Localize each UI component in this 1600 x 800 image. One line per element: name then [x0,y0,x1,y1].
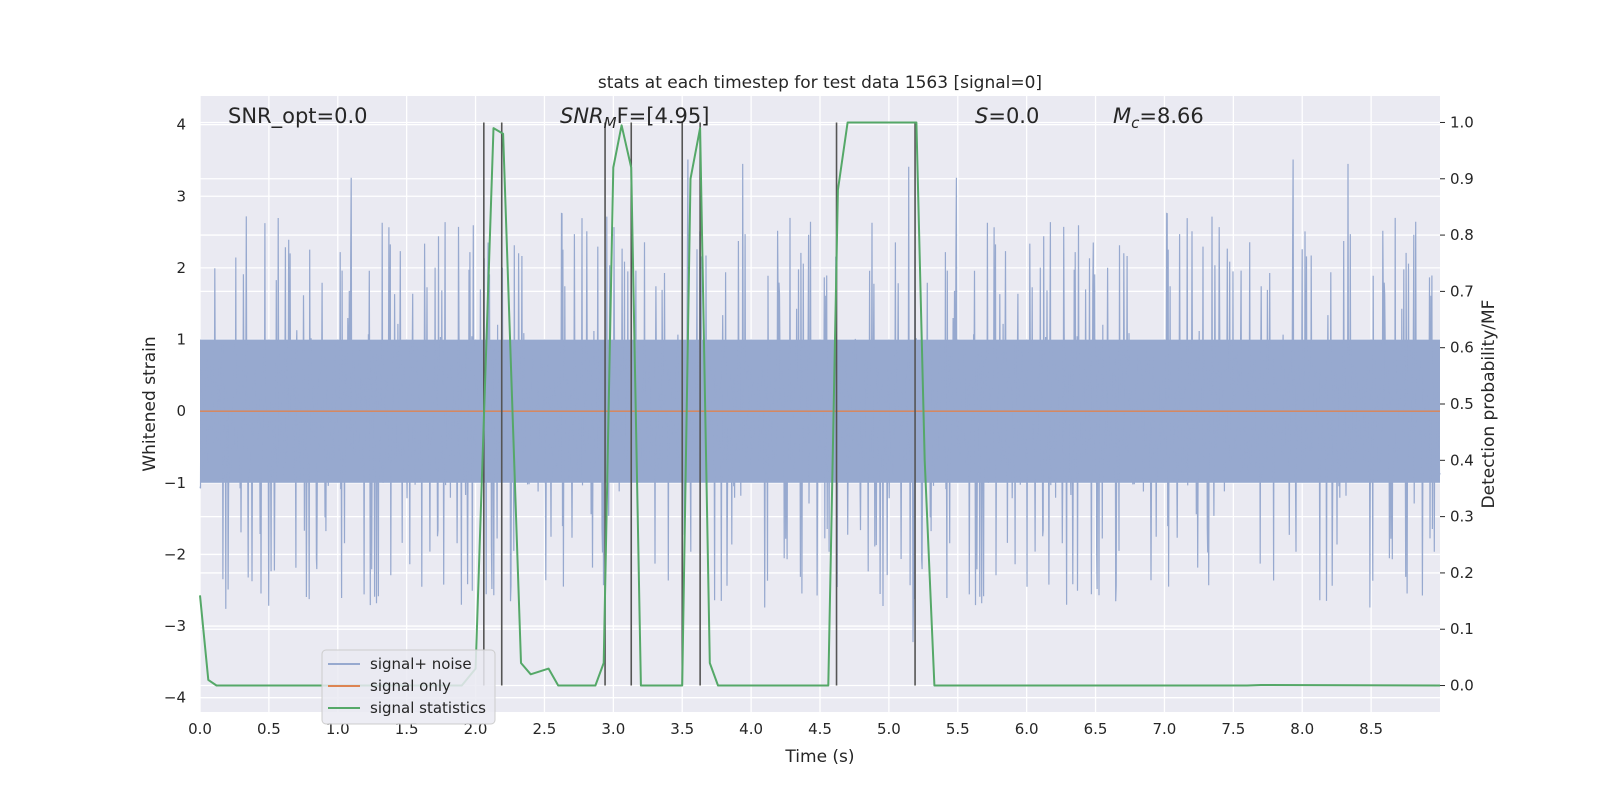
legend-box [321,649,496,725]
annotation-mc: Mc=8.66 [1113,104,1204,132]
y-tick-label-right: 0.3 [1450,508,1474,526]
y-tick-label-right: 1.0 [1450,113,1474,131]
y-tick-label-right: 0.7 [1450,282,1474,300]
y-tick-label-right: 0.8 [1450,226,1474,244]
x-tick-label: 8.0 [1290,720,1314,738]
legend-label-signal-only: signal only [370,677,451,695]
annotation-s-rest: =0.0 [988,104,1039,128]
x-tick-label: 7.5 [1221,720,1245,738]
annotation-mc-rest: =8.66 [1139,104,1203,128]
y-tick-label-left: 0 [176,402,186,420]
annotation-snr-mf-rest: F=[4.95] [617,104,710,128]
y-axis-label-right: Detection probability/MF [1479,300,1499,509]
annotation-mc-sub: c [1131,114,1140,132]
y-tick-label-left: −4 [164,689,186,707]
y-tick-label-left: 1 [176,331,186,349]
legend-label-noise: signal+ noise [370,655,472,673]
annotation-s: S=0.0 [975,104,1039,128]
noise-line [199,159,1441,643]
x-tick-label: 0.0 [188,720,212,738]
x-tick-label: 8.5 [1359,720,1383,738]
y-tick-label-left: −1 [164,474,186,492]
y-tick-label-right: 0.5 [1450,395,1474,413]
annotation-snr-opt: SNR_opt=0.0 [228,104,368,129]
y-tick-label-right: 0.9 [1450,170,1474,188]
legend-label-statistics: signal statistics [370,699,486,717]
x-tick-label: 2.5 [533,720,557,738]
y-tick-label-right: 0.2 [1450,564,1474,582]
x-tick-label: 3.5 [670,720,694,738]
x-tick-label: 5.5 [946,720,970,738]
y-axis-label-left: Whitened strain [140,336,160,471]
x-tick-label: 4.0 [739,720,763,738]
annotation-snr-mf-main: SNR [560,104,604,128]
y-tick-label-left: 3 [176,187,186,205]
tick-labels: 0.0 0.5 1.0 1.5 2.0 2.5 3.0 3.5 4.0 4.5 5.0 5.5 6.0 6… [164,113,1474,738]
y-tick-label-left: 4 [176,116,186,134]
annotation-mc-main: M [1113,104,1131,128]
x-tick-label: 6.5 [1084,720,1108,738]
y-tick-label-left: 2 [176,259,186,277]
chart-title: stats at each timestep for test data 156… [598,73,1042,93]
statistics-line [199,121,1441,687]
y-tick-label-left: −3 [164,617,186,635]
x-tick-label: 7.0 [1153,720,1177,738]
signal-statistics-series [199,121,1441,687]
x-tick-label: 3.0 [601,720,625,738]
x-axis-label: Time (s) [784,747,854,767]
y-tick-label-left: −2 [164,545,186,563]
annotation-s-main: S [975,104,988,128]
y-tick-label-right: 0.1 [1450,620,1474,638]
x-tick-label: 0.5 [257,720,281,738]
x-tick-label: 5.0 [877,720,901,738]
y-tick-label-right: 0.0 [1450,677,1474,695]
annotation-snr-mf: SNRMF=[4.95] [560,104,709,132]
y-tick-label-right: 0.6 [1450,339,1474,357]
y-tick-label-right: 0.4 [1450,451,1474,469]
annotation-snr-mf-sub: M [604,114,617,132]
legend: signal+ noise signal only signal statist… [321,649,496,725]
x-tick-label: 6.0 [1015,720,1039,738]
x-tick-label: 4.5 [808,720,832,738]
